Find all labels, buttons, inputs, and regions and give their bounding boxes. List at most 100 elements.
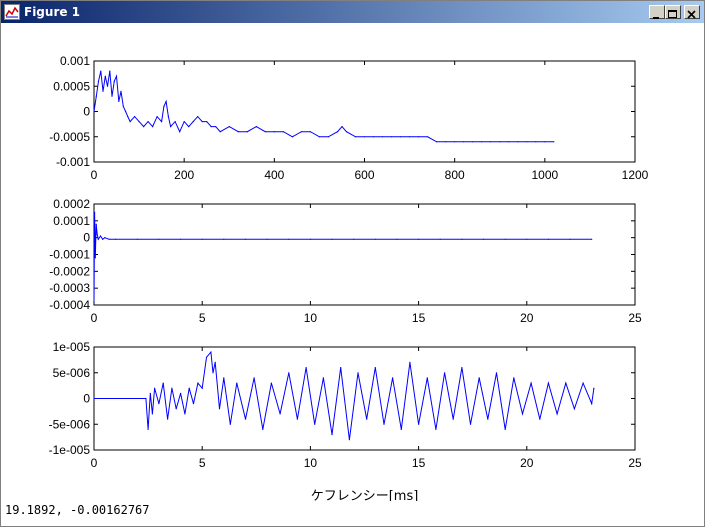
data-point (396, 238, 398, 240)
data-point (156, 116, 158, 118)
maximize-button[interactable] (665, 5, 681, 19)
y-tick-label: -0.0005 (49, 130, 90, 144)
data-point (436, 141, 438, 143)
data-point (138, 121, 140, 123)
data-point (264, 131, 266, 133)
data-point (122, 105, 124, 107)
data-point (102, 238, 104, 240)
data-point (291, 136, 293, 138)
minimize-icon (653, 17, 659, 19)
data-point (171, 387, 173, 389)
data-point (427, 136, 429, 138)
y-tick-label: 0.0002 (53, 197, 90, 211)
data-point (94, 257, 96, 259)
cursor-coordinate-readout: 19.1892, -0.00162767 (5, 503, 150, 517)
data-point (318, 136, 320, 138)
data-point (154, 387, 156, 389)
y-tick-label: 0 (83, 231, 90, 245)
data-point (490, 141, 492, 143)
data-point (188, 387, 190, 389)
data-point (472, 141, 474, 143)
y-tick-label: 5e-006 (53, 366, 91, 380)
data-point (279, 413, 281, 415)
data-point (165, 100, 167, 102)
data-point (296, 418, 298, 420)
data-point (348, 439, 350, 441)
y-tick-label: 0.0005 (53, 79, 90, 93)
data-point (418, 238, 420, 240)
data-point (223, 377, 225, 379)
data-point (147, 121, 149, 123)
data-point (219, 131, 221, 133)
minimize-button[interactable] (649, 5, 665, 19)
data-point (244, 238, 247, 240)
x-tick-label: 10 (304, 456, 318, 470)
data-point (391, 136, 393, 138)
data-point (409, 361, 411, 363)
data-point (184, 413, 186, 415)
data-point (418, 423, 420, 425)
data-point (99, 235, 102, 237)
data-point (504, 238, 506, 240)
x-tick-label: 15 (412, 456, 426, 470)
title-bar[interactable]: Figure 1 (1, 1, 704, 23)
data-point (162, 382, 164, 384)
x-tick-label: 200 (174, 168, 194, 182)
data-point (192, 121, 194, 123)
data-point (134, 116, 136, 118)
data-point (158, 403, 160, 405)
data-point (96, 233, 98, 235)
data-point (104, 75, 106, 77)
data-point (305, 367, 307, 369)
data-point (161, 121, 163, 123)
close-button[interactable] (684, 5, 700, 19)
data-point (152, 126, 154, 128)
window-title: Figure 1 (24, 5, 81, 19)
data-point (205, 356, 208, 358)
data-point (513, 377, 515, 379)
data-point (553, 141, 555, 143)
data-point (409, 136, 411, 138)
data-point (374, 238, 376, 240)
data-point (109, 70, 111, 72)
data-point (372, 136, 375, 138)
data-point (113, 80, 115, 82)
data-point (183, 121, 185, 123)
data-point (461, 238, 463, 240)
y-tick-label: 1e-005 (53, 340, 91, 354)
data-point (174, 121, 176, 123)
data-point (163, 105, 165, 107)
data-point (93, 110, 95, 113)
data-point (363, 136, 366, 138)
data-point (229, 423, 231, 425)
data-point (253, 377, 255, 379)
data-point (237, 131, 239, 133)
data-point (331, 434, 333, 436)
y-tick-label: -5e-006 (49, 417, 91, 431)
figure-app-icon (4, 4, 20, 20)
data-point (463, 141, 465, 143)
data-point (167, 116, 169, 118)
data-point (345, 131, 348, 133)
x-tick-label: 5 (199, 456, 206, 470)
y-tick-label: 0.0001 (53, 214, 90, 228)
data-point (288, 372, 290, 374)
data-point (95, 223, 97, 225)
data-point (487, 418, 489, 420)
data-point (93, 301, 95, 303)
data-point (201, 121, 203, 123)
data-point (353, 238, 355, 240)
x-axis-label: ケフレンシー[ms] (311, 489, 419, 501)
x-tick-label: 5 (199, 311, 206, 325)
data-point (167, 418, 169, 420)
data-point (175, 408, 177, 410)
data-point (309, 238, 311, 240)
data-point (508, 141, 510, 143)
data-point (129, 121, 131, 123)
data-point (273, 131, 275, 133)
data-point (210, 351, 212, 353)
data-point (244, 418, 247, 420)
data-point (218, 408, 221, 410)
